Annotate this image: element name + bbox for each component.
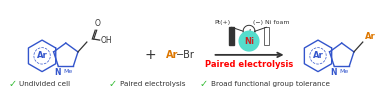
Text: A: A bbox=[247, 29, 251, 34]
Bar bbox=[229, 27, 234, 45]
Text: Undivided cell: Undivided cell bbox=[19, 81, 70, 87]
Bar bbox=[264, 27, 269, 45]
Circle shape bbox=[239, 31, 259, 51]
Text: Broad functional group tolerance: Broad functional group tolerance bbox=[211, 81, 330, 87]
Text: O: O bbox=[94, 19, 100, 28]
Text: Ar: Ar bbox=[37, 51, 48, 60]
Text: Ar: Ar bbox=[365, 32, 375, 41]
Text: ✓: ✓ bbox=[109, 79, 117, 89]
Text: Me: Me bbox=[339, 69, 349, 74]
Text: OH: OH bbox=[101, 36, 112, 45]
Text: Me: Me bbox=[63, 69, 73, 74]
Text: N: N bbox=[330, 68, 336, 77]
Text: −Br: −Br bbox=[176, 50, 195, 60]
Text: Ni: Ni bbox=[244, 37, 254, 46]
Text: Pt(+): Pt(+) bbox=[214, 20, 231, 25]
Text: +: + bbox=[145, 48, 156, 62]
Text: N: N bbox=[54, 68, 60, 77]
Text: Paired electrolysis: Paired electrolysis bbox=[205, 60, 293, 69]
Text: Ar: Ar bbox=[166, 50, 179, 60]
Text: ✓: ✓ bbox=[200, 79, 208, 89]
Text: Paired electrolysis: Paired electrolysis bbox=[119, 81, 185, 87]
Text: Ar: Ar bbox=[313, 51, 324, 60]
Text: ✓: ✓ bbox=[8, 79, 16, 89]
Text: (−) Ni foam: (−) Ni foam bbox=[253, 20, 290, 25]
